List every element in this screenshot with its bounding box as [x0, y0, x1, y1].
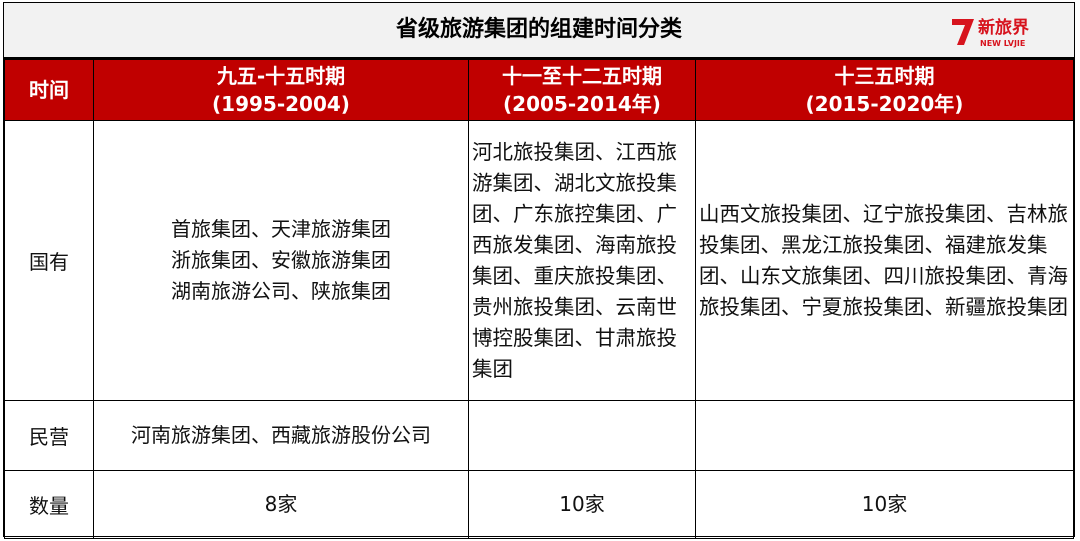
cell-text: 10家 [861, 492, 908, 516]
cell-line: 首旅集团、天津旅游集团 [171, 217, 391, 241]
table: 时间 九五-十五时期 (1995-2004) 十一至十二五时期 (2005-2014… [4, 59, 1074, 539]
corner: 时间 [4, 59, 94, 121]
cell [468, 400, 696, 471]
period: 十一至十二五时期 [502, 64, 662, 88]
cell: 首旅集团、天津旅游集团 浙旅集团、安徽旅游集团 湖南旅游公司、陕旅集团 [93, 120, 469, 401]
logo-icon [952, 19, 974, 45]
cell: 10家 [468, 470, 696, 539]
row-label: 国有 [4, 120, 94, 401]
logo: 新旅界 NEW LVJIE [952, 17, 1029, 48]
cell-text: 河北旅投集团、江西旅游集团、湖北文旅投集团、广东旅控集团、广西旅发集团、海南旅投… [472, 139, 677, 381]
row-label: 民营 [4, 400, 94, 471]
column-header: 九五-十五时期 (1995-2004) [93, 59, 469, 121]
row: 民营 河南旅游集团、西藏旅游股份公司 [4, 400, 1074, 471]
cell: 河南旅游集团、西藏旅游股份公司 [93, 400, 469, 471]
cell: 8家 [93, 470, 469, 539]
cell [695, 400, 1074, 471]
cell: 河北旅投集团、江西旅游集团、湖北文旅投集团、广东旅控集团、广西旅发集团、海南旅投… [468, 120, 696, 401]
cell-text: 10家 [559, 492, 605, 516]
period: 十三五时期 [834, 64, 935, 88]
row: 数量 8家 10家 10家 [4, 470, 1074, 539]
column-header: 十三五时期 (2015-2020年) [695, 59, 1074, 121]
years: (2005-2014年) [503, 92, 661, 116]
years: (2015-2020年) [805, 92, 964, 116]
cell-line: 湖南旅游公司、陕旅集团 [171, 279, 391, 303]
title: 省级旅游集团的组建时间分类 [395, 17, 682, 42]
table-frame: 省级旅游集团的组建时间分类 新旅界 NEW LVJIE 时间 九五-十五时期 (1… [3, 2, 1075, 539]
title-bar: 省级旅游集团的组建时间分类 新旅界 NEW LVJIE [4, 3, 1074, 59]
cell-text: 8家 [264, 492, 298, 516]
cell-line: 浙旅集团、安徽旅游集团 [171, 248, 391, 272]
cell-text: 山西文旅投集团、辽宁旅投集团、吉林旅投集团、黑龙江旅投集团、福建旅发集团、山东文… [699, 201, 1068, 319]
header-row: 时间 九五-十五时期 (1995-2004) 十一至十二五时期 (2005-2014… [4, 59, 1074, 121]
cell-text: 河南旅游集团、西藏旅游股份公司 [131, 423, 431, 447]
row: 国有 首旅集团、天津旅游集团 浙旅集团、安徽旅游集团 湖南旅游公司、陕旅集团 河北旅… [4, 120, 1074, 401]
logo-name: 新旅界 [978, 17, 1029, 38]
column-header: 十一至十二五时期 (2005-2014年) [468, 59, 696, 121]
row-label: 数量 [4, 470, 94, 539]
period: 九五-十五时期 [216, 64, 346, 88]
years: (1995-2004) [212, 92, 350, 116]
cell: 10家 [695, 470, 1074, 539]
logo-subtitle: NEW LVJIE [980, 39, 1025, 48]
cell: 山西文旅投集团、辽宁旅投集团、吉林旅投集团、黑龙江旅投集团、福建旅发集团、山东文… [695, 120, 1074, 401]
